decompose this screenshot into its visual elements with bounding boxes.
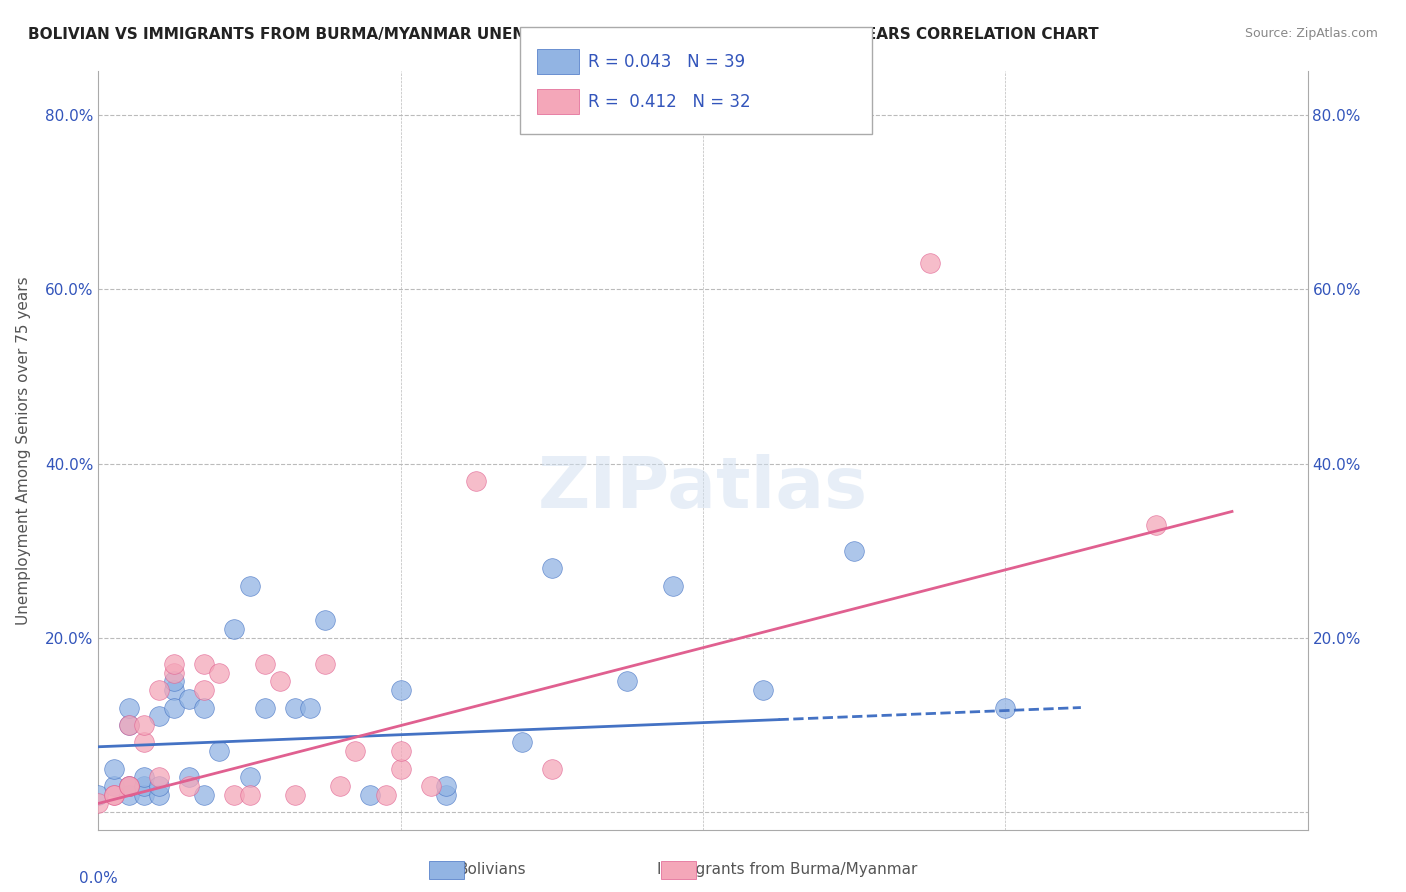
Point — [103, 779, 125, 793]
Point — [193, 700, 215, 714]
Point — [87, 797, 110, 811]
Point — [193, 683, 215, 698]
Point — [239, 578, 262, 592]
Point — [616, 674, 638, 689]
Point — [163, 674, 186, 689]
Point — [239, 770, 262, 784]
Point — [179, 770, 201, 784]
Point — [179, 779, 201, 793]
Point — [132, 718, 155, 732]
Text: Bolivians: Bolivians — [458, 863, 526, 877]
Point — [224, 788, 246, 802]
Text: Immigrants from Burma/Myanmar: Immigrants from Burma/Myanmar — [657, 863, 918, 877]
Point — [389, 762, 412, 776]
Point — [510, 735, 533, 749]
Point — [434, 788, 457, 802]
Point — [844, 543, 866, 558]
Point — [148, 788, 170, 802]
Point — [163, 683, 186, 698]
Point — [103, 762, 125, 776]
Text: 0.0%: 0.0% — [79, 871, 118, 887]
Point — [374, 788, 396, 802]
Point — [329, 779, 352, 793]
Point — [179, 691, 201, 706]
Point — [118, 788, 141, 802]
Point — [284, 788, 307, 802]
Point — [918, 256, 941, 270]
Point — [434, 779, 457, 793]
Point — [163, 700, 186, 714]
Point — [193, 657, 215, 671]
Point — [118, 779, 141, 793]
Point — [148, 683, 170, 698]
Y-axis label: Unemployment Among Seniors over 75 years: Unemployment Among Seniors over 75 years — [17, 277, 31, 624]
Point — [540, 561, 562, 575]
Point — [163, 657, 186, 671]
Point — [208, 744, 231, 758]
Point — [465, 474, 488, 488]
Text: R = 0.043   N = 39: R = 0.043 N = 39 — [588, 53, 745, 70]
Point — [269, 674, 291, 689]
Point — [118, 779, 141, 793]
Point — [1146, 517, 1168, 532]
Point — [148, 779, 170, 793]
Point — [389, 683, 412, 698]
Text: BOLIVIAN VS IMMIGRANTS FROM BURMA/MYANMAR UNEMPLOYMENT AMONG SENIORS OVER 75 YEA: BOLIVIAN VS IMMIGRANTS FROM BURMA/MYANMA… — [28, 27, 1098, 42]
Point — [208, 665, 231, 680]
Point — [193, 788, 215, 802]
Point — [314, 657, 336, 671]
Point — [389, 744, 412, 758]
Point — [344, 744, 367, 758]
Point — [132, 770, 155, 784]
Point — [103, 788, 125, 802]
Point — [253, 657, 276, 671]
Point — [253, 700, 276, 714]
Point — [132, 735, 155, 749]
Point — [661, 578, 683, 592]
Point — [132, 779, 155, 793]
Point — [994, 700, 1017, 714]
Point — [103, 788, 125, 802]
Point — [314, 614, 336, 628]
Point — [148, 709, 170, 723]
Text: ZIPatlas: ZIPatlas — [538, 454, 868, 523]
Point — [118, 700, 141, 714]
Point — [148, 770, 170, 784]
Text: R =  0.412   N = 32: R = 0.412 N = 32 — [588, 93, 751, 111]
Text: Source: ZipAtlas.com: Source: ZipAtlas.com — [1244, 27, 1378, 40]
Point — [118, 779, 141, 793]
Point — [752, 683, 775, 698]
Point — [540, 762, 562, 776]
Point — [163, 665, 186, 680]
Point — [360, 788, 382, 802]
Point — [118, 718, 141, 732]
Point — [284, 700, 307, 714]
Point — [420, 779, 443, 793]
Point — [87, 788, 110, 802]
Point — [224, 622, 246, 636]
Point — [239, 788, 262, 802]
Point — [299, 700, 322, 714]
Point — [118, 718, 141, 732]
Point — [132, 788, 155, 802]
